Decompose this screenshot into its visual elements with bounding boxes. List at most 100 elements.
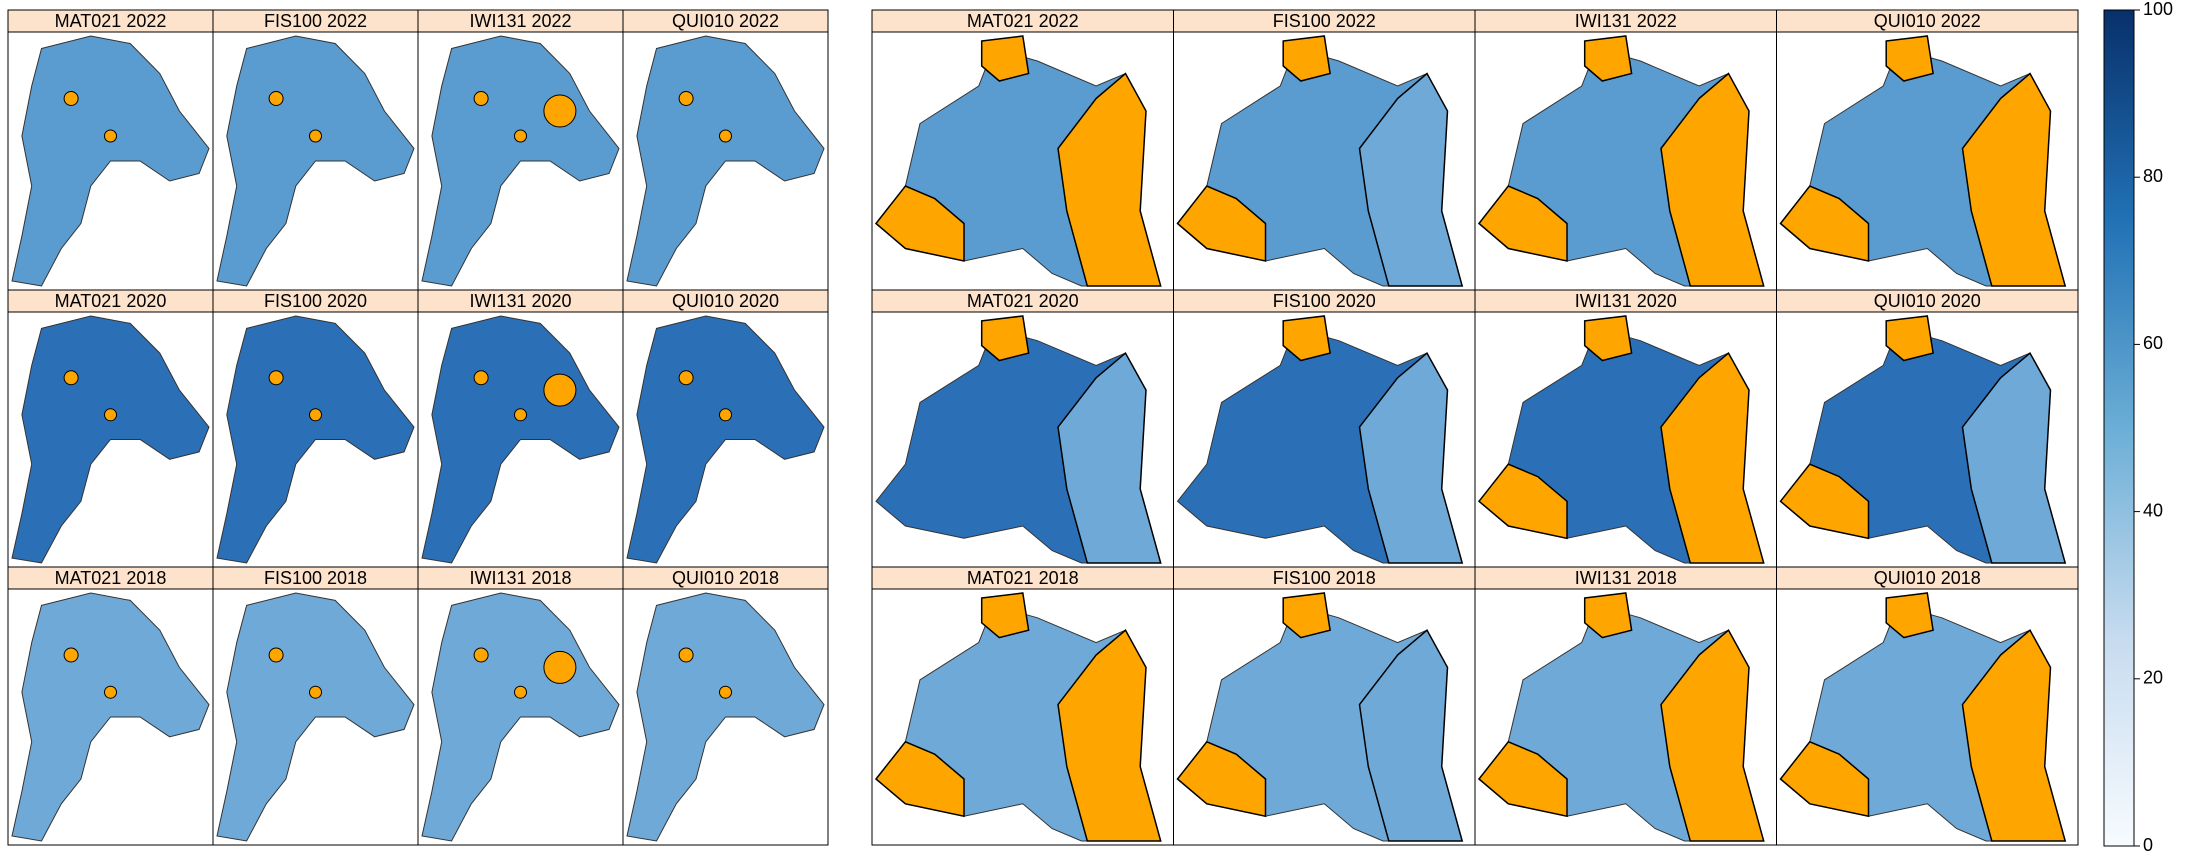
colorbar-tick-label: 60 — [2143, 333, 2163, 353]
region-missing — [473, 370, 489, 386]
region-east — [1961, 351, 2067, 564]
region-east — [1660, 72, 1765, 287]
map-panel: MAT021 2022 — [871, 9, 1174, 291]
panel-title: MAT021 2020 — [967, 291, 1079, 311]
panel-title: FIS100 2018 — [1273, 568, 1376, 588]
region-missing — [309, 129, 322, 143]
panel-title: IWI131 2018 — [1575, 568, 1677, 588]
map-panel: QUI010 2020 — [1776, 289, 2079, 568]
region-east — [1660, 629, 1765, 842]
panel-title: IWI131 2022 — [1575, 11, 1677, 31]
region-missing — [63, 370, 79, 386]
region-north — [1885, 315, 1934, 362]
colorbar-tick-label: 0 — [2143, 835, 2153, 855]
map-panel: FIS100 2018 — [1173, 566, 1476, 846]
panel-title: IWI131 2022 — [469, 11, 571, 31]
panel-title: MAT021 2022 — [967, 11, 1079, 31]
region-missing — [719, 408, 732, 422]
map-panel: FIS100 2022 — [212, 9, 419, 291]
region-map — [216, 315, 415, 564]
panel-title: MAT021 2018 — [967, 568, 1079, 588]
region-southwest — [1779, 740, 1870, 818]
map-panel: QUI010 2020 — [622, 289, 829, 568]
map-panel: IWI131 2018 — [1474, 566, 1777, 846]
region-missing — [104, 408, 117, 422]
map-panel: MAT021 2018 — [7, 566, 214, 846]
region-north — [1583, 592, 1633, 639]
map-panel: QUI010 2018 — [622, 566, 829, 846]
region-missing — [63, 91, 79, 106]
region-missing — [719, 685, 732, 699]
panel-title: IWI131 2020 — [1575, 291, 1677, 311]
map-panel: QUI010 2022 — [1776, 9, 2079, 291]
region-missing — [268, 91, 284, 106]
panel-title: MAT021 2018 — [55, 568, 167, 588]
region-north — [1583, 35, 1633, 82]
panel-title: FIS100 2022 — [1273, 11, 1376, 31]
title-strip — [1776, 9, 2079, 33]
title-strip — [1776, 289, 2079, 313]
map-panel: IWI131 2020 — [1474, 289, 1777, 568]
region-map — [11, 592, 210, 842]
region-missing — [514, 129, 527, 143]
map-panel: IWI131 2020 — [417, 289, 624, 568]
region-missing — [309, 685, 322, 699]
colorbar-tick-label: 80 — [2143, 166, 2163, 186]
region-missing — [678, 91, 694, 106]
colorbar — [2103, 9, 2135, 847]
region-missing — [309, 408, 322, 422]
region-southwest — [874, 185, 965, 262]
region-map — [11, 315, 210, 564]
region-east — [1057, 72, 1162, 287]
region-north — [980, 35, 1030, 82]
region-missing — [104, 685, 117, 699]
title-strip — [622, 566, 829, 590]
panel-title: QUI010 2022 — [1874, 11, 1981, 31]
panel-title: IWI131 2020 — [469, 291, 571, 311]
region-missing — [268, 647, 284, 663]
region-map — [216, 35, 415, 287]
region-north — [1885, 35, 1934, 82]
colorbar-tick-label: 100 — [2143, 0, 2173, 19]
region-east — [1358, 72, 1464, 287]
panel-title: FIS100 2022 — [264, 11, 367, 31]
region-map — [11, 35, 210, 287]
map-panel: IWI131 2018 — [417, 566, 624, 846]
panel-title: MAT021 2022 — [55, 11, 167, 31]
panel-title: IWI131 2018 — [469, 568, 571, 588]
map-panel: QUI010 2018 — [1776, 566, 2079, 846]
region-north — [980, 592, 1030, 639]
region-north — [1282, 35, 1331, 82]
map-panel: MAT021 2018 — [871, 566, 1174, 846]
region-east — [1358, 629, 1464, 842]
region-southwest — [1477, 463, 1568, 540]
panel-title: QUI010 2018 — [1874, 568, 1981, 588]
region-missing — [514, 685, 527, 699]
region-north — [980, 315, 1030, 362]
region-north — [1282, 315, 1331, 362]
region-missing — [104, 129, 117, 143]
map-panel: FIS100 2018 — [212, 566, 419, 846]
region-missing — [543, 650, 577, 684]
region-map — [626, 315, 825, 564]
region-east — [1961, 72, 2067, 287]
colorbar-tick-label: 40 — [2143, 500, 2163, 520]
map-panel: MAT021 2020 — [871, 289, 1174, 568]
region-missing — [543, 94, 577, 128]
region-southwest — [874, 740, 965, 818]
region-southwest — [1176, 185, 1267, 262]
panel-title: FIS100 2020 — [1273, 291, 1376, 311]
region-map — [626, 592, 825, 842]
map-panel: IWI131 2022 — [1474, 9, 1777, 291]
region-map — [216, 592, 415, 842]
panel-title: QUI010 2022 — [672, 11, 779, 31]
region-east — [1358, 351, 1464, 564]
map-panel: MAT021 2022 — [7, 9, 214, 291]
region-missing — [268, 370, 284, 386]
region-missing — [473, 91, 489, 106]
region-missing — [514, 408, 527, 422]
colorbar-tick-label: 20 — [2143, 668, 2163, 688]
region-southwest — [1477, 185, 1568, 262]
region-east — [1057, 351, 1162, 564]
